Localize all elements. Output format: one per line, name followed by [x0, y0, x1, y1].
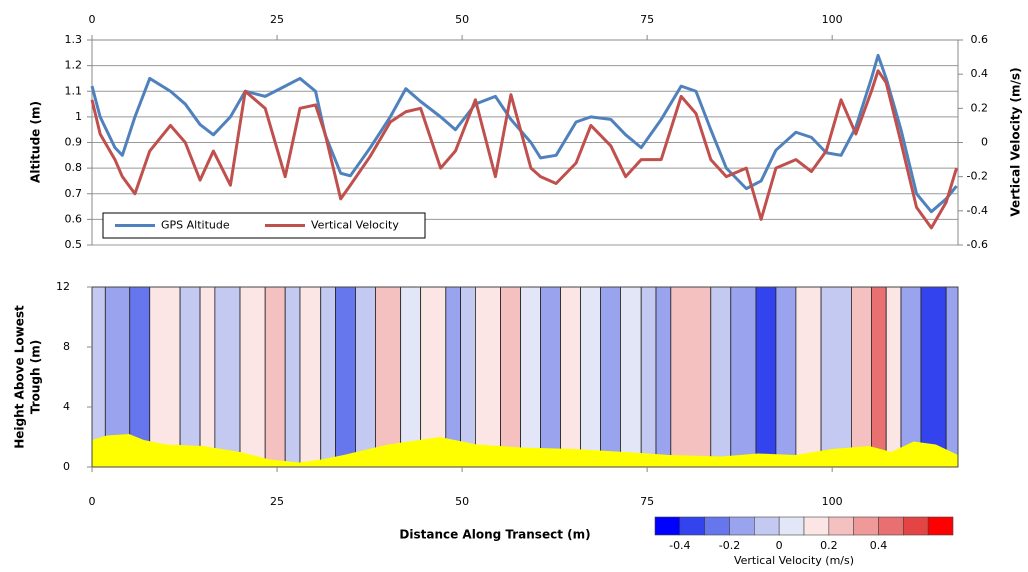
x-tick-label: 75 [640, 495, 654, 508]
contour-cell [820, 286, 852, 468]
contour-cell [520, 286, 541, 468]
y-tick-label: 0.5 [65, 238, 83, 251]
contour-cell [214, 286, 241, 468]
colorbar-cell [754, 516, 780, 536]
contour-cell [795, 286, 822, 468]
y-tick-label: 4 [63, 400, 70, 413]
contour-cell [900, 286, 922, 468]
y-tick-label: 1.1 [65, 84, 83, 97]
x-tick-label: 50 [455, 13, 469, 26]
legend-box [102, 212, 426, 239]
contour-cell [580, 286, 601, 468]
y-axis-title: Trough (m) [29, 340, 43, 414]
contour-cell [620, 286, 642, 468]
x-tick-label: 0 [89, 495, 96, 508]
colorbar-tick-label: 0 [776, 539, 783, 552]
contour-cell [149, 286, 181, 468]
terrain [92, 434, 958, 467]
contour-cell [299, 286, 322, 468]
contour-cell [239, 286, 266, 468]
y-tick-label: 1.2 [65, 59, 83, 72]
contour-cell [871, 286, 887, 468]
x-tick-label: 100 [822, 13, 843, 26]
x-tick-label: 0 [89, 13, 96, 26]
contour-cell [460, 286, 476, 468]
colorbar-tick-label: 0.2 [820, 539, 838, 552]
x-tick-label: 25 [270, 495, 284, 508]
y-tick-label: 12 [56, 280, 70, 293]
contour-cell [710, 286, 732, 468]
colorbar-cell [803, 516, 830, 536]
contour-cell [640, 286, 657, 468]
colorbar-cell [828, 516, 854, 536]
contour-cell [775, 286, 797, 468]
colorbar-title: Vertical Velocity (m/s) [734, 554, 854, 567]
contour-cell [475, 286, 501, 468]
y-axis-title: Height Above Lowest [13, 305, 27, 449]
x-tick-label: 75 [640, 13, 654, 26]
contour-cell [670, 286, 712, 468]
colorbar-cell [927, 516, 954, 536]
contour-cell [920, 286, 947, 468]
contour-cell [335, 286, 356, 468]
contour-cell [600, 286, 621, 468]
x-tick-label: 50 [455, 495, 469, 508]
contour-cell [945, 286, 959, 468]
y2-tick-label: 0 [981, 136, 988, 149]
contour-cell [320, 286, 336, 468]
y-tick-label: 0.9 [65, 136, 83, 149]
contour-cell [851, 286, 872, 468]
y-tick-label: 0.7 [65, 187, 83, 200]
x-axis-title: Distance Along Transect (m) [399, 528, 590, 542]
contour-cell [199, 286, 216, 468]
colorbar-cell [853, 516, 879, 536]
colorbar-cell [729, 516, 755, 536]
contour-cell [540, 286, 561, 468]
x-tick-label: 25 [270, 13, 284, 26]
contour-cell [400, 286, 422, 468]
colorbar-cell [679, 516, 705, 536]
y2-tick-label: 0.2 [971, 101, 989, 114]
y2-tick-label: -0.2 [967, 170, 988, 183]
colorbar-tick-label: -0.2 [719, 539, 740, 552]
contour-cell [284, 286, 301, 468]
line-series [90, 69, 958, 230]
colorbar-tick-label: -0.4 [669, 539, 690, 552]
line-series [90, 53, 958, 214]
y2-tick-label: -0.4 [967, 204, 988, 217]
contour-cell [730, 286, 757, 468]
y-axis-title: Altitude (m) [29, 101, 43, 183]
y-tick-label: 1.3 [65, 33, 83, 46]
contour-cell [375, 286, 402, 468]
y2-tick-label: -0.6 [967, 238, 988, 251]
legend-label: GPS Altitude [161, 219, 230, 232]
plot-frame [91, 286, 959, 468]
colorbar-cell [903, 516, 929, 536]
contour-cell [179, 286, 201, 468]
contour-cell [500, 286, 521, 468]
colorbar-tick-label: 0.4 [870, 539, 888, 552]
y-tick-label: 0 [63, 460, 70, 473]
contour-cell [264, 286, 286, 468]
contour-cell [560, 286, 581, 468]
contour-cell [655, 286, 672, 468]
contour-cell [755, 286, 777, 468]
contour-cell [420, 286, 447, 468]
legend-label: Vertical Velocity [311, 219, 399, 232]
y-tick-label: 0.6 [65, 212, 83, 225]
y-tick-label: 0.8 [65, 161, 83, 174]
colorbar-cell [654, 516, 681, 536]
contour-cell [355, 286, 376, 468]
y-tick-label: 1 [75, 110, 82, 123]
contour-cell [885, 286, 902, 468]
y-tick-label: 8 [63, 340, 70, 353]
y2-tick-label: 0.6 [971, 33, 989, 46]
colorbar-cell [704, 516, 730, 536]
colorbar-cell [878, 516, 904, 536]
y2-tick-label: 0.4 [971, 67, 989, 80]
y2-axis-title: Vertical Velocity (m/s) [1009, 67, 1023, 216]
x-tick-label: 100 [822, 495, 843, 508]
colorbar-cell [778, 516, 805, 536]
